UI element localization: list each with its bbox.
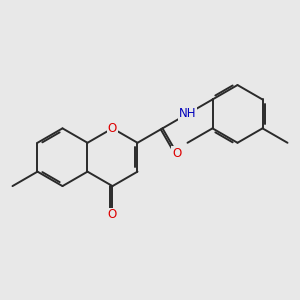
Text: O: O	[108, 208, 117, 221]
Text: NH: NH	[179, 107, 196, 120]
Text: O: O	[108, 122, 117, 135]
Text: O: O	[172, 147, 182, 160]
